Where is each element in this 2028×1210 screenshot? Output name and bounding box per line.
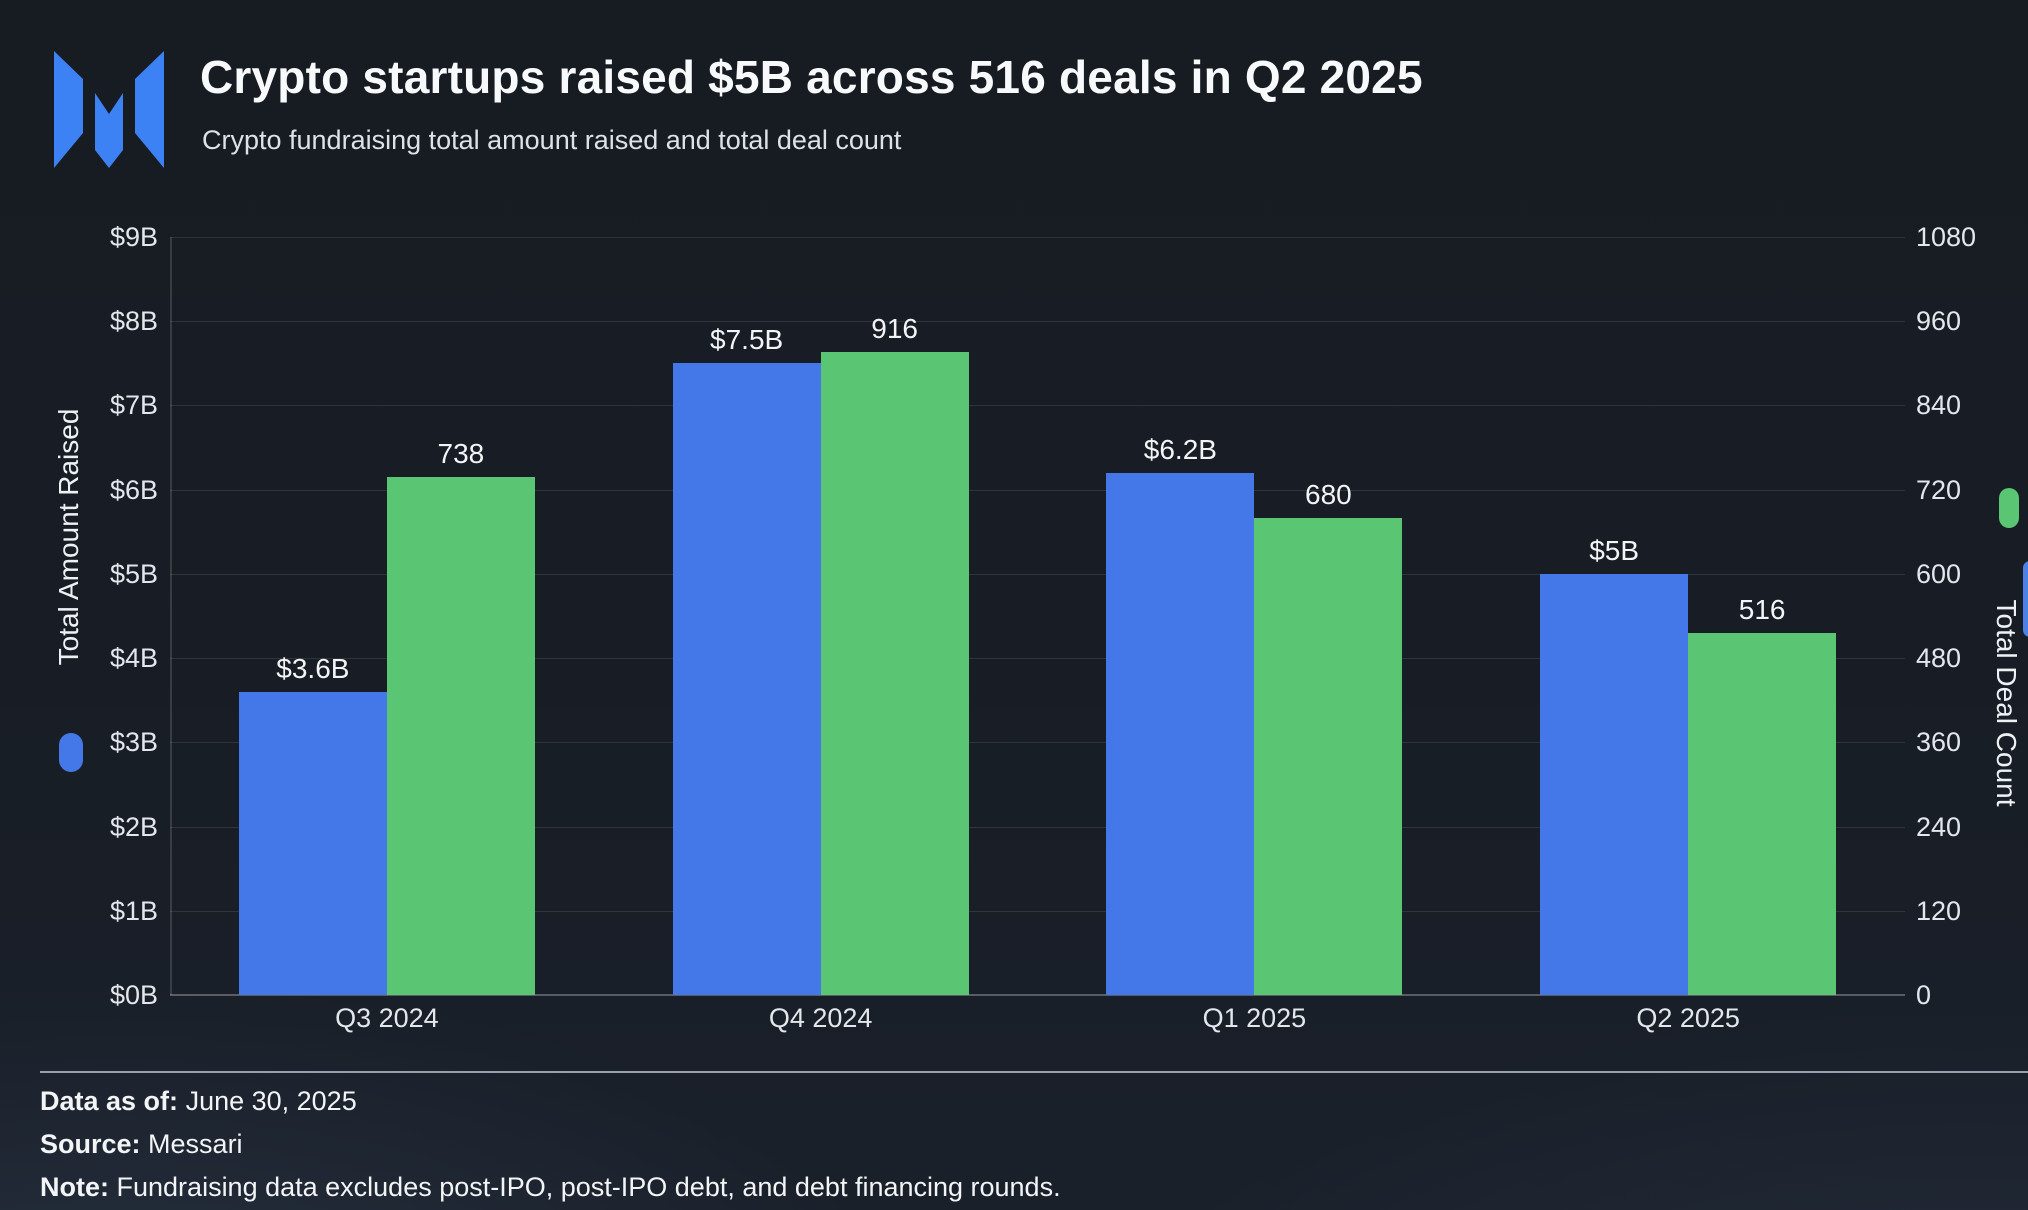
bar-value-label: 516 <box>1738 593 1786 625</box>
logo-shapes <box>54 51 164 168</box>
data-as-of-line: Data as of: June 30, 2025 <box>40 1086 357 1116</box>
bar-deals-q3-2024[interactable] <box>386 477 535 995</box>
gridline <box>170 573 1905 575</box>
y-axis-tick-right: 240 <box>1916 811 1962 842</box>
y-axis-tick-right: 360 <box>1916 727 1962 758</box>
bar-value-label: $3.6B <box>276 652 350 684</box>
y-axis-tick-left: $5B <box>109 558 158 589</box>
scrollbar-thumb[interactable] <box>2023 561 2028 637</box>
source-line: Source: Messari <box>40 1129 243 1159</box>
y-axis-tick-right: 720 <box>1916 474 1962 505</box>
x-axis-label: Q3 2024 <box>335 1003 439 1033</box>
data-as-of-value: June 30, 2025 <box>185 1086 357 1116</box>
x-axis-label: Q4 2024 <box>768 1003 873 1033</box>
left-axis-title: Total Amount Raised <box>53 408 84 666</box>
gridline <box>170 489 1905 491</box>
bar-deals-q2-2025[interactable] <box>1688 632 1837 995</box>
y-axis-tick-right: 600 <box>1916 558 1962 589</box>
y-axis-tick-left: $4B <box>109 643 158 674</box>
right-axis-title: Total Deal Count <box>1991 599 2022 807</box>
note-line: Note: Fundraising data excludes post-IPO… <box>40 1172 1061 1202</box>
y-axis-tick-right: 840 <box>1916 390 1962 421</box>
source-label: Source: <box>40 1129 141 1159</box>
gridline <box>170 658 1905 660</box>
y-axis-tick-left: $3B <box>109 727 158 758</box>
gridline <box>170 910 1905 912</box>
y-axis-line <box>170 237 172 995</box>
amount-legend-pill <box>59 733 83 772</box>
bar-value-label: 738 <box>437 438 485 470</box>
y-axis-tick-left: $7B <box>109 390 158 421</box>
bar-deals-q1-2025[interactable] <box>1254 517 1403 995</box>
y-axis-tick-left: $2B <box>109 811 158 842</box>
gridline <box>170 826 1905 828</box>
gridline <box>170 237 1905 238</box>
y-axis-tick-right: 120 <box>1916 895 1962 926</box>
page-subtitle: Crypto fundraising total amount raised a… <box>202 125 902 155</box>
messari-logo-icon <box>54 51 164 168</box>
page-title: Crypto startups raised $5B across 516 de… <box>200 51 1423 103</box>
y-axis-tick-right: 960 <box>1916 306 1962 337</box>
y-axis-tick-left: $6B <box>109 474 158 505</box>
bar-value-label: $6.2B <box>1143 433 1217 465</box>
deals-legend-pill <box>1999 488 2019 528</box>
data-as-of-label: Data as of: <box>40 1086 179 1116</box>
bar-amount-q2-2025[interactable] <box>1540 573 1689 995</box>
x-axis-label: Q1 2025 <box>1202 1003 1307 1033</box>
bar-value-label: $7.5B <box>710 324 784 356</box>
y-axis-tick-right: 0 <box>1916 980 1932 1010</box>
gridline <box>170 321 1905 323</box>
source-value: Messari <box>148 1129 243 1159</box>
bar-value-label: 680 <box>1305 478 1352 510</box>
footer-divider <box>40 1071 2028 1073</box>
gridline <box>170 405 1905 407</box>
note-label: Note: <box>40 1172 109 1202</box>
gridline <box>170 742 1905 744</box>
bar-deals-q4-2024[interactable] <box>820 352 969 995</box>
bar-amount-q4-2024[interactable] <box>672 363 821 995</box>
y-axis-tick-left: $0B <box>109 980 158 1010</box>
y-axis-tick-right: 1080 <box>1916 222 1977 252</box>
bar-amount-q1-2025[interactable] <box>1106 472 1255 995</box>
x-axis-label: Q2 2025 <box>1636 1003 1740 1033</box>
x-axis-line <box>170 994 1905 996</box>
y-axis-tick-left: $8B <box>109 306 158 337</box>
y-axis-tick-left: $9B <box>109 222 158 252</box>
y-axis-tick-left: $1B <box>109 895 158 926</box>
bar-value-label: 916 <box>871 313 918 345</box>
bar-amount-q3-2024[interactable] <box>238 691 387 995</box>
y-axis-tick-right: 480 <box>1916 643 1962 674</box>
note-value: Fundraising data excludes post-IPO, post… <box>116 1172 1061 1202</box>
bar-value-label: $5B <box>1589 534 1640 566</box>
